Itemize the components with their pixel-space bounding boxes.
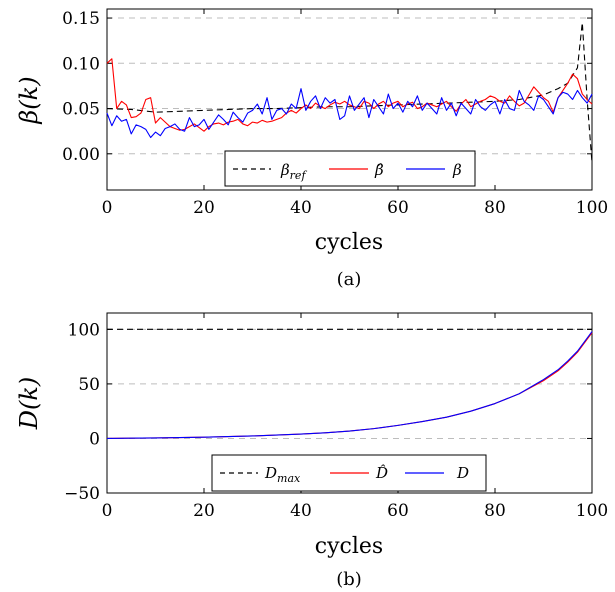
chart-a-x-tick-label: 20 xyxy=(193,198,215,218)
chart-a-x-tick-label: 80 xyxy=(484,198,506,218)
chart-a-series-line-2 xyxy=(106,88,593,139)
chart-a-x-tick-label: 60 xyxy=(387,198,409,218)
legend-b-label-d: D xyxy=(456,464,469,482)
chart-a-y-tick-label: 0.00 xyxy=(62,145,100,165)
chart-b-series-line-2 xyxy=(106,331,593,439)
chart-b-y-tick-label: −50 xyxy=(64,484,100,504)
chart-a-series-line-1 xyxy=(106,58,593,132)
chart-a-x-tick-label: 40 xyxy=(290,198,312,218)
chart-b-y-tick-label: 100 xyxy=(68,320,100,340)
chart-b-legend: Dmax D̂ D xyxy=(211,454,487,492)
chart-a-x-tick-label: 0 xyxy=(102,198,113,218)
chart-b-y-tick-label: 0 xyxy=(89,429,100,449)
chart-b-x-tick-label: 20 xyxy=(193,501,215,521)
chart-b-x-tick-label: 60 xyxy=(387,501,409,521)
chart-a-x-axis-label: cycles xyxy=(315,230,383,255)
legend-b-label-d-hat: D̂ xyxy=(375,464,388,482)
chart-a-y-tick-label: 0.10 xyxy=(62,54,100,74)
chart-a: 0 20 40 60 80 100 0.00 0.05 0.10 0.15 cycles (a)… xyxy=(15,8,608,290)
chart-a-frame xyxy=(106,8,593,191)
legend-a-label-beta: β xyxy=(452,161,462,179)
chart-b-frame xyxy=(106,312,593,494)
chart-b-x-tick-label: 100 xyxy=(576,501,608,521)
chart-b-x-axis-label: cycles xyxy=(315,534,383,559)
chart-b-x-tick-label: 40 xyxy=(290,501,312,521)
chart-a-x-tick-label: 100 xyxy=(576,198,608,218)
chart-b-caption: (b) xyxy=(336,569,362,590)
chart-a-caption: (a) xyxy=(337,269,362,290)
chart-b-x-tick-label: 0 xyxy=(102,501,113,521)
chart-b-series-line-1 xyxy=(106,332,593,439)
chart-a-legend: βref β̂ β xyxy=(224,150,476,187)
chart-b-x-tick-label: 80 xyxy=(484,501,506,521)
chart-a-y-tick-label: 0.05 xyxy=(62,100,100,120)
legend-a-label-beta-hat: β̂ xyxy=(374,161,384,179)
chart-b-y-tick-label: 50 xyxy=(78,375,100,395)
chart-a-y-tick-label: 0.15 xyxy=(62,9,100,29)
chart-b-y-axis-label: D(k) xyxy=(15,377,43,431)
chart-a-y-axis-label: β(k) xyxy=(15,76,43,124)
